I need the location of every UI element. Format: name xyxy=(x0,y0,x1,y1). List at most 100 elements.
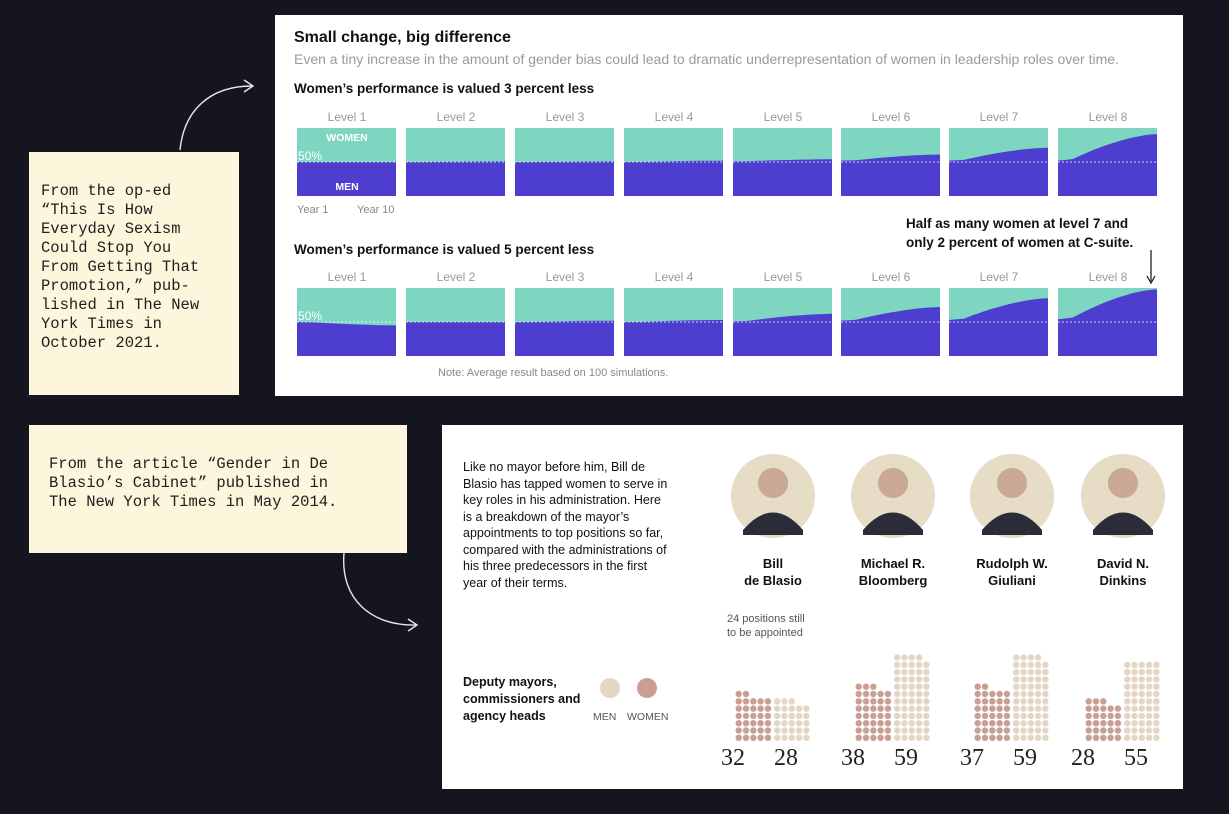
annotation-arrow xyxy=(1146,250,1156,285)
men-dots-dot xyxy=(1020,654,1027,661)
women-dots-dot xyxy=(764,705,772,712)
men-dots-dot xyxy=(1020,720,1027,727)
men-dots-dot xyxy=(1124,690,1131,698)
men-dots-dot xyxy=(781,720,788,727)
men-dots-dot xyxy=(915,734,923,741)
men-dots-dot xyxy=(1131,734,1138,741)
women-count: 38 xyxy=(841,745,865,771)
men-dots-dot xyxy=(923,727,930,734)
women-dots-dot xyxy=(735,720,742,727)
women-dots-dot xyxy=(989,705,996,712)
women-dots-dot xyxy=(1100,727,1107,734)
men-dots-dot xyxy=(1020,727,1027,734)
women-dots-dot xyxy=(877,727,884,734)
men-dots-dot xyxy=(908,727,915,734)
women-dots xyxy=(974,683,1011,741)
women-dots-dot xyxy=(884,720,892,727)
men-dots-dot xyxy=(908,705,915,712)
women-dots-dot xyxy=(1107,734,1114,741)
men-dots-dot xyxy=(1124,734,1131,741)
men-dots-dot xyxy=(908,712,915,720)
men-dots-dot xyxy=(1124,720,1131,727)
women-dots-dot xyxy=(989,712,996,720)
women-dots-dot xyxy=(1100,712,1107,720)
women-dots-dot xyxy=(884,698,892,705)
men-dots-dot xyxy=(788,712,795,720)
men-dots-dot xyxy=(894,654,901,661)
men-dots-dot xyxy=(1042,705,1049,712)
men-dots-dot xyxy=(894,705,901,712)
level-label: Level 1 xyxy=(327,270,367,284)
arrow-to-bottom-panel xyxy=(343,552,417,626)
women-count: 37 xyxy=(960,745,984,771)
men-dots-dot xyxy=(1138,690,1145,698)
arrow-head-top xyxy=(243,79,255,93)
women-dots-dot xyxy=(981,690,989,698)
men-area xyxy=(624,320,723,356)
women-dots-dot xyxy=(1114,712,1122,720)
women-dots-dot xyxy=(981,698,989,705)
men-dots-dot xyxy=(894,661,901,668)
women-dots-dot xyxy=(757,734,764,741)
women-dots-dot xyxy=(1107,705,1114,712)
women-dots-dot xyxy=(1085,698,1092,705)
women-dots-dot xyxy=(996,734,1003,741)
men-dots-dot xyxy=(803,734,810,741)
men-dots-dot xyxy=(1013,705,1020,712)
men-dots-dot xyxy=(915,712,923,720)
men-dots-dot xyxy=(1034,734,1042,741)
legend-women-dot xyxy=(637,678,657,698)
men-dots-dot xyxy=(1042,690,1049,698)
men-dots-dot xyxy=(781,727,788,734)
men-dots-dot xyxy=(908,654,915,661)
men-dots-dot xyxy=(1034,727,1042,734)
level-label: Level 8 xyxy=(1088,110,1128,124)
men-dots-dot xyxy=(1138,668,1145,676)
level-chart xyxy=(949,128,1048,196)
men-dots-dot xyxy=(894,698,901,705)
men-count: 28 xyxy=(774,745,798,771)
men-dots-dot xyxy=(901,698,908,705)
annotation: Half as many women at level 7 and only 2… xyxy=(906,216,1134,250)
men-dots-dot xyxy=(781,705,788,712)
level-label: Level 3 xyxy=(545,110,585,124)
legend-men-label: MEN xyxy=(593,711,617,723)
men-dots-dot xyxy=(1131,712,1138,720)
women-dots-dot xyxy=(1100,734,1107,741)
legend-women-label: WOMEN xyxy=(627,711,669,723)
men-dots-dot xyxy=(1027,661,1034,668)
men-dots-dot xyxy=(923,698,930,705)
mayor-name: David N. Dinkins xyxy=(1096,556,1149,588)
women-dots-dot xyxy=(974,712,981,720)
chart-note: Note: Average result based on 100 simula… xyxy=(438,367,669,379)
women-dots-dot xyxy=(742,690,750,698)
men-dots-dot xyxy=(1013,676,1020,683)
area-charts: 50% 50% WOMEN MEN xyxy=(297,128,1157,356)
men-dots-dot xyxy=(901,676,908,683)
women-dots-dot xyxy=(989,734,996,741)
women-dots-dot xyxy=(1003,712,1011,720)
men-dots-dot xyxy=(1153,676,1160,683)
men-dots-dot xyxy=(1034,668,1042,676)
women-dots-dot xyxy=(750,734,757,741)
men-dots-dot xyxy=(788,734,795,741)
men-dots-dot xyxy=(1027,698,1034,705)
men-dots-dot xyxy=(915,683,923,690)
men-dots-dot xyxy=(923,734,930,741)
women-dots-dot xyxy=(742,712,750,720)
women-dots-dot xyxy=(862,727,870,734)
men-dots-dot xyxy=(901,720,908,727)
women-dots-dot xyxy=(862,683,870,690)
men-dots-dot xyxy=(923,661,930,668)
men-dots-dot xyxy=(1034,705,1042,712)
men-dots-dot xyxy=(1013,654,1020,661)
men-dots-dot xyxy=(1013,698,1020,705)
men-dots-dot xyxy=(803,712,810,720)
women-dots-dot xyxy=(974,690,981,698)
x-label-start: Year 1 xyxy=(297,204,329,216)
level-label: Level 5 xyxy=(763,270,803,284)
men-dots-dot xyxy=(1020,705,1027,712)
mayor-portrait xyxy=(851,454,935,538)
caption-bottom-text: From the article “Gender in De Blasio’s … xyxy=(49,455,338,511)
women-dots-dot xyxy=(757,712,764,720)
